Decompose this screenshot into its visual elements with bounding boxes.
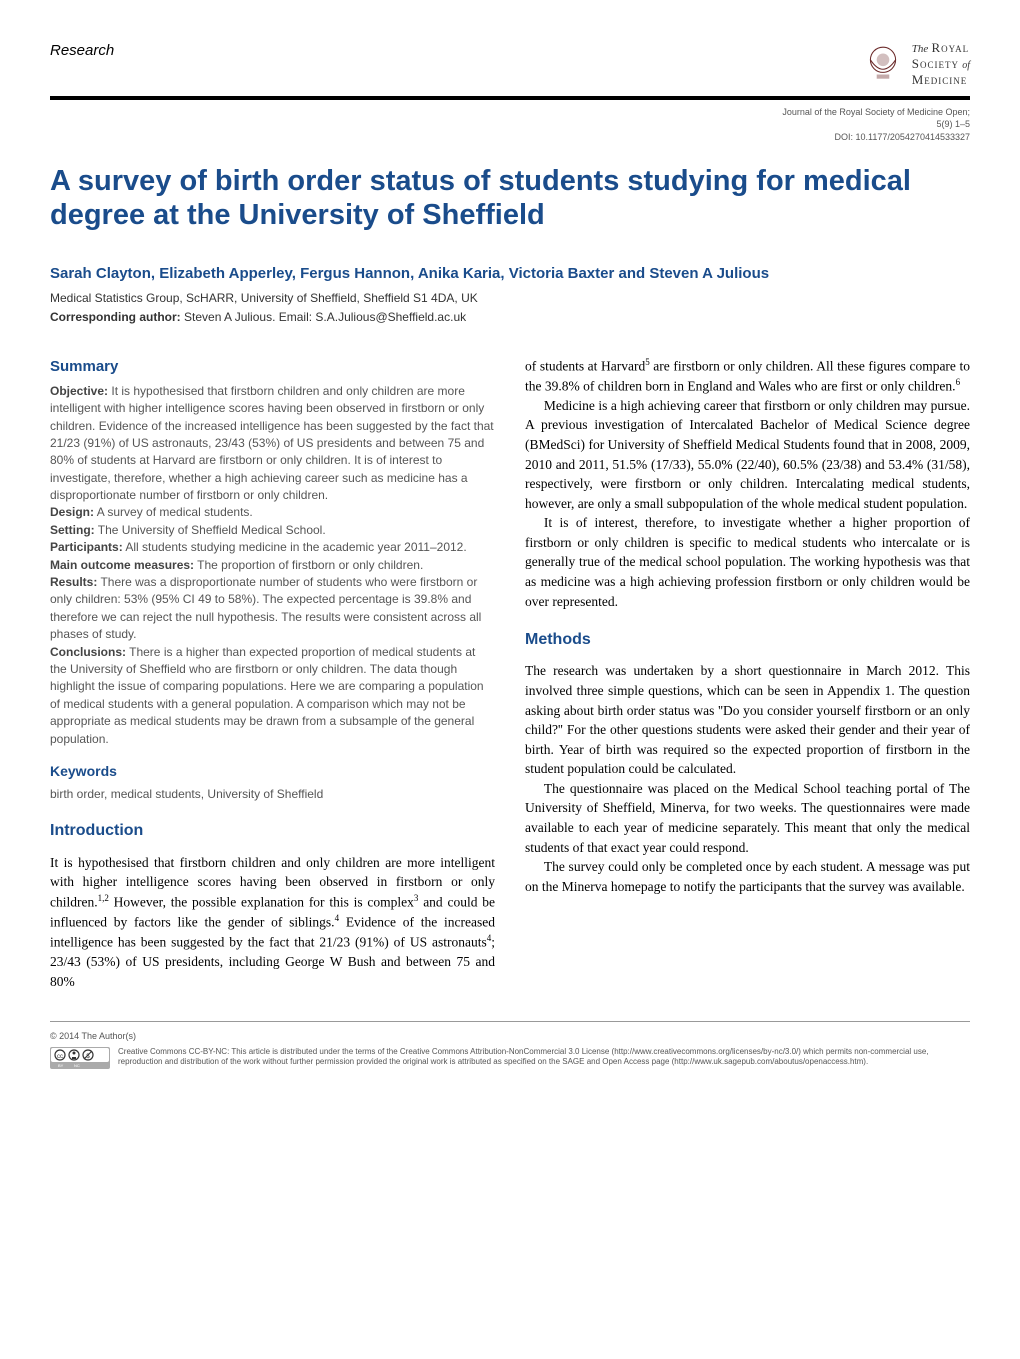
corresponding-label: Corresponding author: (50, 310, 181, 324)
setting-text: The University of Sheffield Medical Scho… (95, 523, 326, 537)
ref-1-2: 1,2 (98, 893, 109, 903)
society-name: The Royal Society of Medicine (912, 40, 970, 88)
header-row: Research The Royal Society of Medicine (50, 40, 970, 100)
intro-para-1: It is hypothesised that firstborn childr… (50, 853, 495, 991)
svg-text:cc: cc (57, 1054, 63, 1060)
objective-label: Objective: (50, 384, 108, 398)
methods-para-3: The survey could only be completed once … (525, 857, 970, 896)
outcome-label: Main outcome measures: (50, 558, 194, 572)
design-text: A survey of medical students. (94, 505, 253, 519)
participants-label: Participants: (50, 540, 123, 554)
corresponding-text: Steven A Julious. Email: S.A.Julious@She… (181, 310, 466, 324)
article-title: A survey of birth order status of studen… (50, 164, 970, 234)
intro-para-1-cont: of students at Harvard5 are firstborn or… (525, 356, 970, 396)
outcome-text: The proportion of firstborn or only chil… (194, 558, 423, 572)
corresponding-author: Corresponding author: Steven A Julious. … (50, 309, 970, 326)
introduction-body-right: of students at Harvard5 are firstborn or… (525, 356, 970, 611)
section-label: Research (50, 40, 114, 61)
journal-info: Journal of the Royal Society of Medicine… (50, 106, 970, 144)
right-column: of students at Harvard5 are firstborn or… (525, 356, 970, 991)
setting-label: Setting: (50, 523, 95, 537)
introduction-heading: Introduction (50, 820, 495, 842)
introduction-body-left: It is hypothesised that firstborn childr… (50, 853, 495, 991)
conclusions-label: Conclusions: (50, 645, 126, 659)
methods-body: The research was undertaken by a short q… (525, 661, 970, 896)
intro-para-2: Medicine is a high achieving career that… (525, 396, 970, 513)
objective-text: It is hypothesised that firstborn childr… (50, 384, 494, 502)
left-column: Summary Objective: It is hypothesised th… (50, 356, 495, 991)
intro-para-3: It is of interest, therefore, to investi… (525, 513, 970, 611)
summary-box: Summary Objective: It is hypothesised th… (50, 356, 495, 803)
cc-license-text: Creative Commons CC-BY-NC: This article … (118, 1047, 970, 1068)
svg-text:NC: NC (74, 1063, 80, 1068)
design-label: Design: (50, 505, 94, 519)
journal-issue: 5(9) 1–5 (50, 118, 970, 131)
society-crest-icon (862, 43, 904, 85)
keywords-heading: Keywords (50, 762, 495, 782)
journal-doi: DOI: 10.1177/2054270414533327 (50, 131, 970, 144)
methods-para-2: The questionnaire was placed on the Medi… (525, 779, 970, 857)
summary-heading: Summary (50, 356, 495, 377)
conclusions-text: There is a higher than expected proporti… (50, 645, 484, 746)
svg-text:BY: BY (58, 1063, 64, 1068)
authors: Sarah Clayton, Elizabeth Apperley, Fergu… (50, 263, 970, 284)
affiliation: Medical Statistics Group, ScHARR, Univer… (50, 290, 970, 307)
results-label: Results: (50, 575, 97, 589)
participants-text: All students studying medicine in the ac… (123, 540, 467, 554)
journal-name: Journal of the Royal Society of Medicine… (50, 106, 970, 119)
footer: © 2014 The Author(s) cc $ BY NC Creative… (50, 1021, 970, 1069)
society-logo-block: The Royal Society of Medicine (862, 40, 970, 88)
cc-by-nc-icon: cc $ BY NC (50, 1047, 110, 1069)
ref-6: 6 (956, 377, 961, 387)
keywords-text: birth order, medical students, Universit… (50, 786, 495, 803)
copyright: © 2014 The Author(s) (50, 1030, 970, 1043)
methods-para-1: The research was undertaken by a short q… (525, 661, 970, 778)
results-text: There was a disproportionate number of s… (50, 575, 481, 641)
methods-heading: Methods (525, 629, 970, 651)
summary-body: Objective: It is hypothesised that first… (50, 383, 495, 748)
